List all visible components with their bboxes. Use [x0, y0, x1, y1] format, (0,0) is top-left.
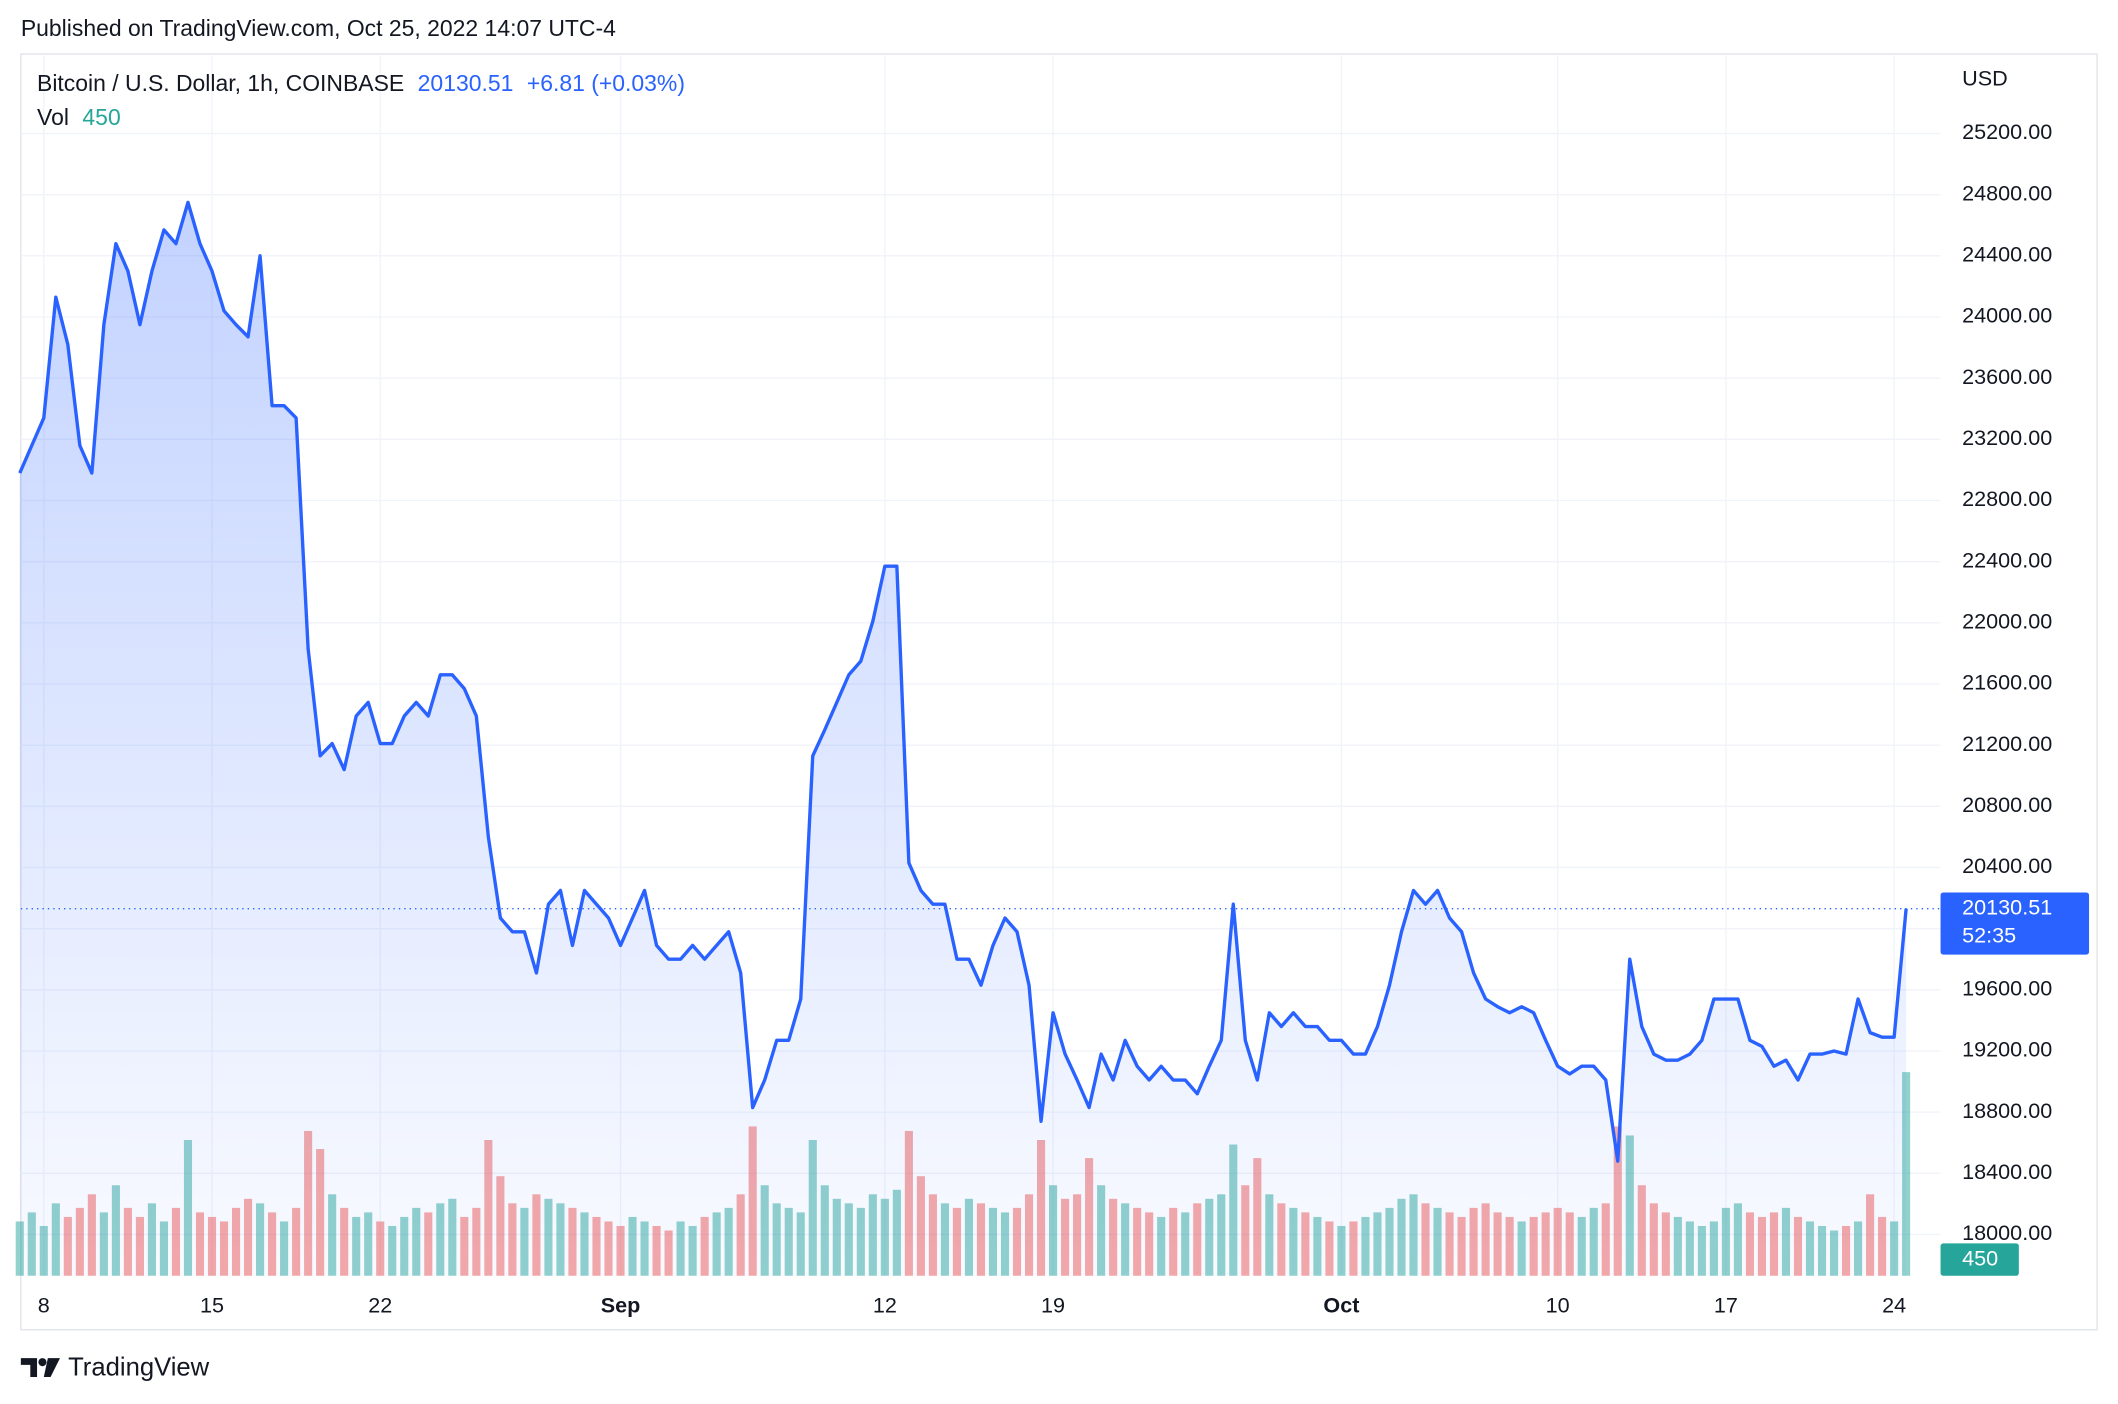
y-tick-label: 19600.00 — [1962, 976, 2052, 1001]
footer-brand: TradingView — [68, 1354, 210, 1382]
y-tick-label: 24800.00 — [1962, 180, 2052, 205]
plot — [18, 200, 1941, 1276]
last-price-box — [1940, 892, 2090, 955]
volume-value-label: 450 — [1962, 1245, 1998, 1270]
y-tick-label: 23200.00 — [1962, 425, 2052, 450]
volume-legend: Vol 450 — [37, 104, 121, 130]
y-tick-label: 18800.00 — [1962, 1098, 2052, 1123]
y-tick-label: 20400.00 — [1962, 853, 2052, 878]
y-tick-label: 24000.00 — [1962, 303, 2052, 328]
y-axis-unit: USD — [1962, 65, 2008, 90]
x-tick-label: 19 — [1041, 1293, 1065, 1318]
x-tick-label: 22 — [368, 1293, 392, 1318]
logo-dot — [38, 1358, 47, 1367]
symbol-title: Bitcoin / U.S. Dollar, 1h, COINBASE — [37, 70, 404, 96]
x-tick-label: 12 — [873, 1293, 897, 1318]
price-line — [18, 200, 1908, 1163]
legend-change: +6.81 (+0.03%) — [527, 70, 685, 96]
x-tick-label: Oct — [1323, 1293, 1359, 1318]
x-tick-label: 17 — [1714, 1293, 1738, 1318]
volume-legend-value: 450 — [82, 104, 120, 130]
last-price-label: 20130.51 — [1962, 894, 2052, 919]
logo-slash — [43, 1358, 60, 1377]
y-tick-label: 18400.00 — [1962, 1159, 2052, 1184]
x-tick-label: 15 — [200, 1293, 224, 1318]
x-tick-label: 10 — [1546, 1293, 1570, 1318]
y-tick-label: 18000.00 — [1962, 1220, 2052, 1245]
volume-name: Vol — [37, 104, 69, 130]
area-fill — [19, 202, 1907, 1276]
legend-price: 20130.51 — [418, 70, 514, 96]
y-tick-label: 19200.00 — [1962, 1037, 2052, 1062]
countdown-label: 52:35 — [1962, 923, 2016, 948]
footer-logo: TradingView — [20, 1354, 210, 1382]
x-tick-label: Sep — [601, 1293, 641, 1318]
y-tick-label: 25200.00 — [1962, 119, 2052, 144]
published-note: Published on TradingView.com, Oct 25, 20… — [21, 15, 616, 41]
y-tick-label: 24400.00 — [1962, 242, 2052, 267]
y-tick-label: 20800.00 — [1962, 792, 2052, 817]
grid — [20, 54, 1941, 1276]
volume-value-box — [1940, 1243, 2019, 1276]
y-tick-label: 22400.00 — [1962, 547, 2052, 572]
legend: Bitcoin / U.S. Dollar, 1h, COINBASE 20130… — [37, 70, 685, 96]
logo-mark — [20, 1358, 38, 1377]
x-tick-label: 8 — [38, 1293, 50, 1318]
y-tick-label: 23600.00 — [1962, 364, 2052, 389]
y-tick-label: 22000.00 — [1962, 609, 2052, 634]
y-tick-label: 21200.00 — [1962, 731, 2052, 756]
x-tick-label: 24 — [1882, 1293, 1906, 1318]
y-tick-label: 21600.00 — [1962, 670, 2052, 695]
y-tick-label: 22800.00 — [1962, 486, 2052, 511]
